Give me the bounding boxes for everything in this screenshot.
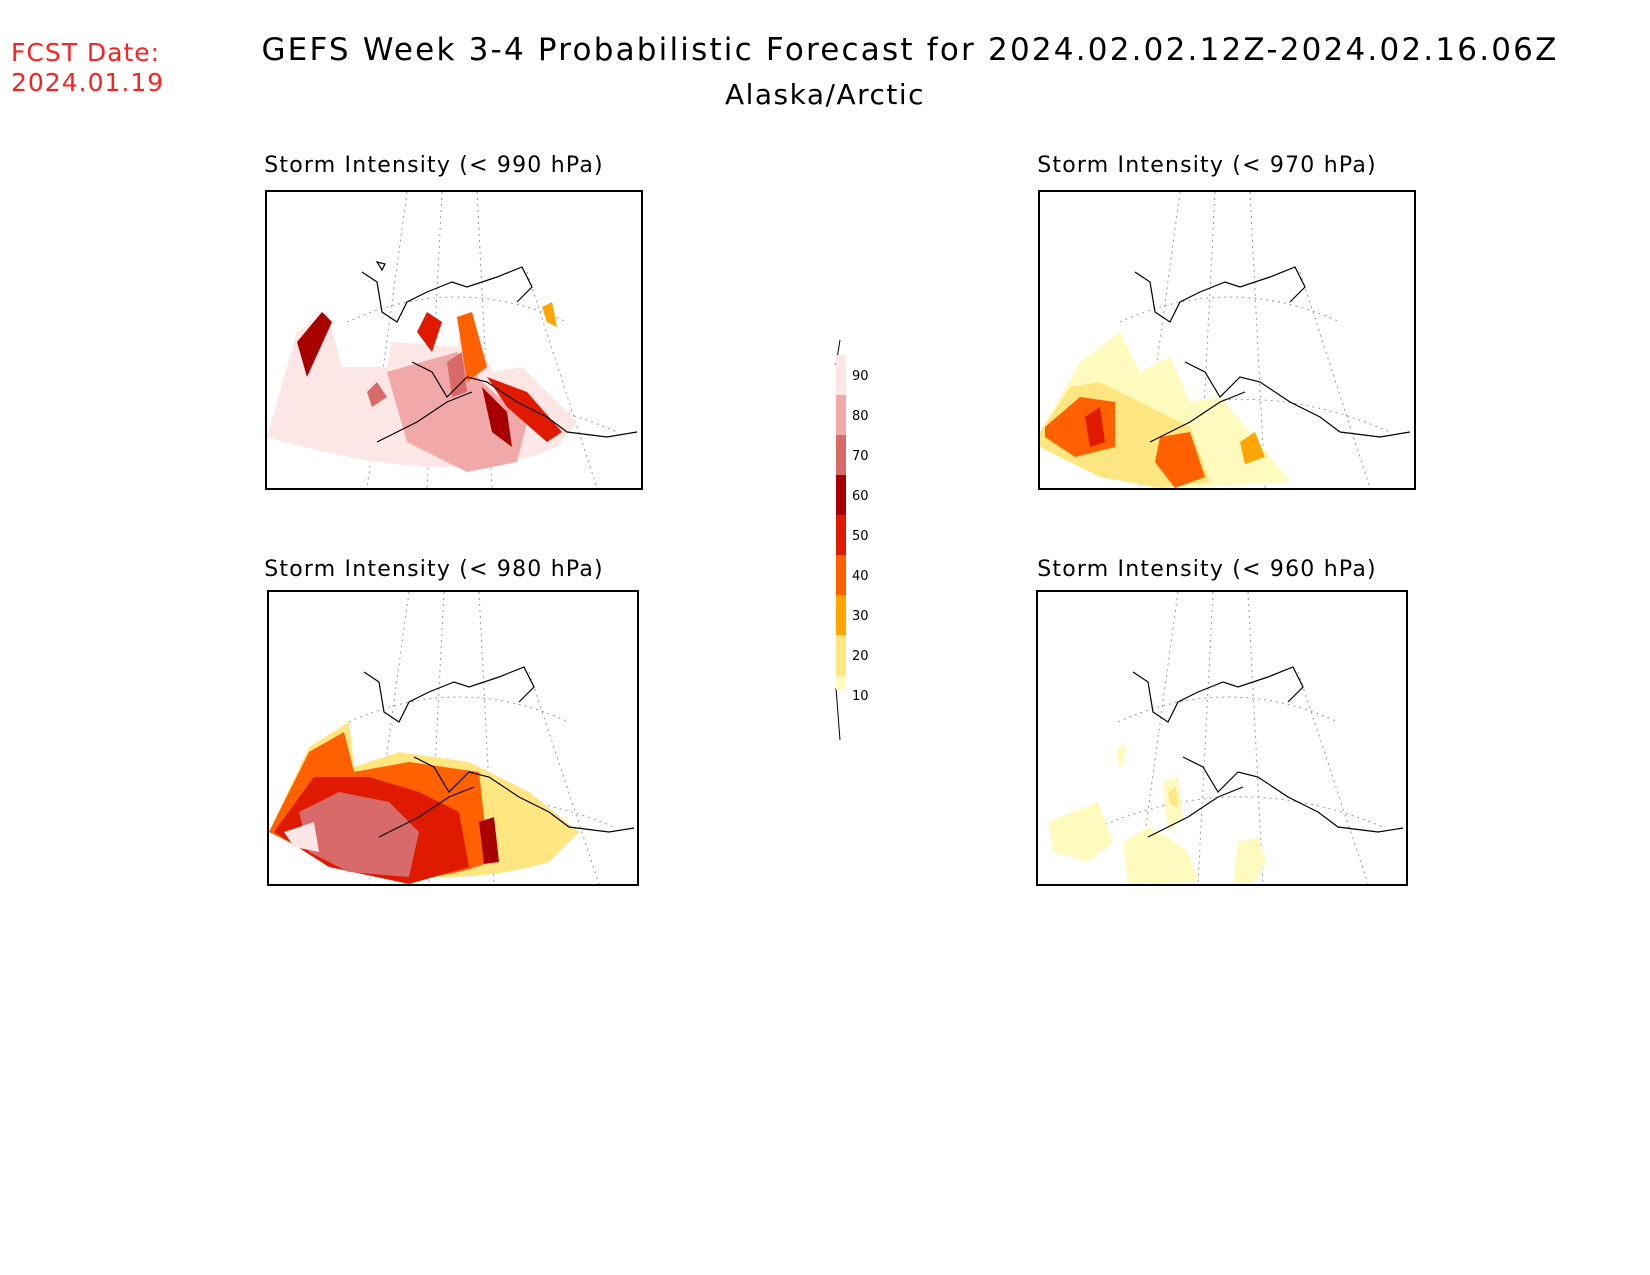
- colorbar-tick-90: 90: [852, 369, 869, 384]
- colorbar-tick-60: 60: [852, 489, 869, 504]
- colorbar-swatch-70: [836, 435, 846, 475]
- panel-title-960: Storm Intensity (< 960 hPa): [1037, 557, 1377, 582]
- map-panel-970: [1038, 190, 1416, 490]
- colorbar-swatch-50: [836, 515, 846, 555]
- panel-title-990: Storm Intensity (< 990 hPa): [264, 153, 604, 178]
- colorbar-tick-10: 10: [852, 689, 869, 704]
- map-panel-960: [1036, 590, 1408, 886]
- prob-shade-area: [1048, 802, 1113, 862]
- colorbar-swatch-90: [836, 355, 846, 395]
- map-panel-990: [265, 190, 643, 490]
- colorbar-swatch-40: [836, 555, 846, 595]
- colorbar-swatch-80: [836, 395, 846, 435]
- panel-title-980: Storm Intensity (< 980 hPa): [264, 557, 604, 582]
- colorbar-tick-40: 40: [852, 569, 869, 584]
- colorbar-tick-30: 30: [852, 609, 869, 624]
- colorbar-tick-80: 80: [852, 409, 869, 424]
- colorbar-swatch-20: [836, 635, 846, 675]
- panel-title-970: Storm Intensity (< 970 hPa): [1037, 153, 1377, 178]
- colorbar-tick-70: 70: [852, 449, 869, 464]
- fcst-date-label: FCST Date:: [11, 38, 161, 67]
- figure-title-row: GEFS Week 3-4 Probabilistic Forecast for…: [0, 32, 1650, 68]
- fcst-date-block: FCST Date: 2024.01.19: [11, 38, 164, 98]
- figure-title: GEFS Week 3-4 Probabilistic Forecast for…: [261, 32, 1559, 68]
- colorbar-tick-50: 50: [852, 529, 869, 544]
- map-panel-980: [267, 590, 639, 886]
- colorbar: 90 80 70 60 50 40 30 20 10: [820, 330, 880, 754]
- colorbar-swatch-60: [836, 475, 846, 515]
- colorbar-swatch-30: [836, 595, 846, 635]
- fcst-date-value: 2024.01.19: [11, 68, 165, 97]
- figure-subtitle: Alaska/Arctic: [724, 78, 926, 111]
- colorbar-swatch-10: [836, 675, 846, 690]
- colorbar-tick-20: 20: [852, 649, 869, 664]
